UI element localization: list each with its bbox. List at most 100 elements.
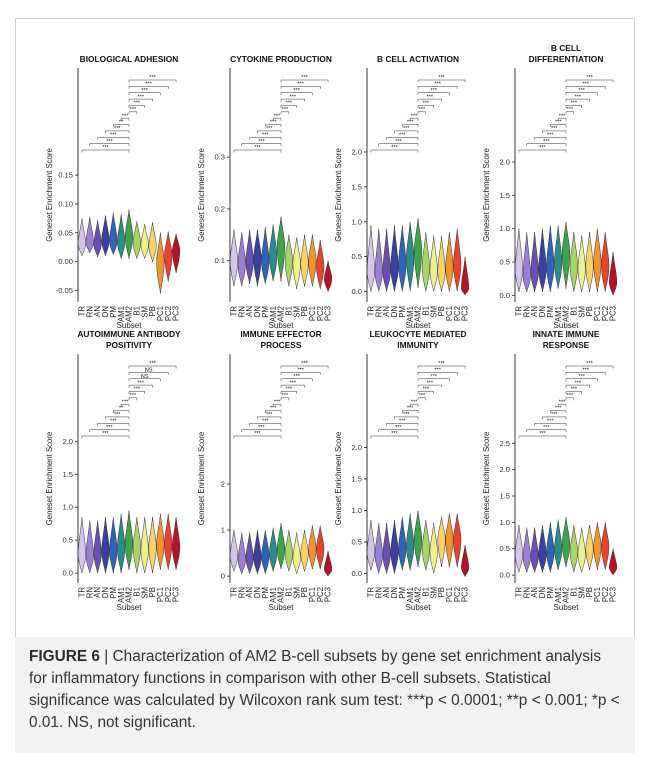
x-tick-label: DN: [101, 306, 110, 317]
x-tick-label: PC3: [461, 306, 470, 321]
y-axis-label: Geneset Enrichment Score: [197, 432, 206, 526]
significance-label: ***: [110, 418, 117, 424]
significance-label: ***: [145, 82, 152, 88]
significance-label: ***: [586, 75, 593, 81]
violin-AM1: [269, 224, 278, 282]
y-tick-label: 0.10: [58, 199, 73, 208]
x-tick-label: PC1: [593, 306, 602, 321]
significance-label: ***: [301, 75, 308, 81]
significance-bracket: [241, 429, 282, 433]
panel-title-line: IMMUNITY: [397, 340, 439, 350]
x-tick-label: PC2: [601, 306, 610, 321]
x-tick-label: PC3: [172, 306, 181, 321]
violin-B1: [284, 530, 293, 572]
x-tick-label: DN: [390, 306, 399, 317]
significance-label: **: [119, 406, 124, 412]
x-axis-label: Subset: [117, 603, 143, 612]
x-tick-label: AN: [93, 587, 102, 598]
significance-label: ***: [555, 120, 562, 126]
x-tick-label: RN: [85, 306, 94, 317]
x-tick-label: DN: [538, 587, 547, 598]
violin-PC2: [453, 513, 462, 568]
x-tick-label: PB: [585, 306, 594, 316]
y-tick-label: 1.5: [62, 470, 73, 479]
x-tick-label: AN: [245, 306, 254, 317]
violin-AM2: [124, 510, 134, 570]
y-tick-label: 0.5: [499, 544, 510, 553]
violin-PC3: [461, 545, 470, 578]
significance-label: ***: [575, 380, 582, 386]
violin-PB: [300, 234, 309, 287]
significance-bracket: [81, 149, 130, 153]
x-tick-label: PB: [300, 587, 309, 597]
x-tick-label: AN: [530, 306, 539, 317]
violin-PB: [585, 231, 594, 293]
significance-bracket: [128, 391, 145, 394]
significance-bracket: [113, 124, 130, 128]
significance-bracket: [280, 111, 290, 115]
y-tick-label: 1.0: [499, 518, 510, 527]
panel-title-line: INNATE IMMUNE: [533, 329, 600, 339]
violin-AM2: [413, 218, 423, 289]
significance-bracket: [105, 416, 130, 420]
violin-PC3: [324, 260, 333, 292]
significance-bracket: [557, 117, 567, 121]
y-axis-label: Geneset Enrichment Score: [197, 148, 206, 242]
violin-AN: [93, 220, 102, 258]
x-tick-label: SM: [577, 306, 586, 318]
significance-bracket: [417, 365, 466, 369]
x-tick-label: AN: [530, 587, 539, 598]
x-tick-label: PC3: [609, 306, 618, 321]
significance-label: ***: [266, 412, 273, 418]
violin-PB: [148, 517, 157, 574]
violin-PM: [546, 522, 555, 573]
violin-PC1: [156, 232, 165, 294]
significance-label: ***: [438, 75, 445, 81]
significance-label: ***: [419, 393, 426, 399]
significance-label: ***: [403, 412, 410, 418]
x-tick-label: TR: [367, 587, 376, 598]
violin-PM: [109, 517, 118, 574]
panel-0: BIOLOGICAL ADHESION -0.05 0.00 0.05 0.10 0.15…: [45, 54, 181, 330]
significance-label: ***: [567, 107, 574, 113]
significance-bracket: [409, 403, 419, 407]
y-axis-label: Geneset Enrichment Score: [45, 432, 54, 526]
significance-bracket: [128, 105, 145, 108]
significance-bracket: [89, 143, 130, 147]
violin-B1: [569, 231, 578, 293]
violin-DN: [390, 519, 399, 574]
significance-bracket: [128, 86, 169, 89]
significance-bracket: [120, 403, 130, 407]
violin-PC1: [445, 513, 454, 568]
x-tick-label: PB: [148, 306, 157, 316]
significance-bracket: [557, 403, 567, 407]
violin-SM: [429, 523, 438, 574]
significance-label: ***: [419, 107, 426, 113]
panel-title-line: AUTOIMMUNE ANTIBODY: [77, 329, 181, 339]
significance-bracket: [128, 111, 138, 115]
significance-label: ***: [578, 374, 585, 380]
x-tick-label: PC3: [609, 587, 618, 602]
violin-AM1: [406, 513, 415, 571]
x-tick-label: PC2: [164, 306, 173, 321]
violin-PB: [437, 235, 446, 292]
y-tick-label: 0.0: [499, 291, 510, 300]
y-tick-label: 0.1: [214, 256, 225, 265]
significance-bracket: [257, 130, 282, 134]
violin-PC2: [164, 231, 173, 282]
significance-bracket: [550, 410, 567, 414]
significance-bracket: [534, 137, 567, 140]
significance-label: ***: [575, 94, 582, 100]
significance-label: ***: [274, 113, 281, 119]
x-tick-label: PM: [261, 306, 270, 318]
significance-label: ***: [547, 132, 554, 138]
significance-label: ***: [434, 368, 441, 374]
significance-bracket: [128, 378, 161, 382]
significance-label: ***: [301, 361, 308, 367]
significance-bracket: [417, 384, 442, 388]
significance-bracket: [280, 397, 290, 401]
x-tick-label: PC1: [445, 587, 454, 602]
significance-bracket: [97, 137, 130, 140]
x-tick-label: AM2: [414, 587, 423, 603]
x-tick-label: PC3: [324, 587, 333, 602]
